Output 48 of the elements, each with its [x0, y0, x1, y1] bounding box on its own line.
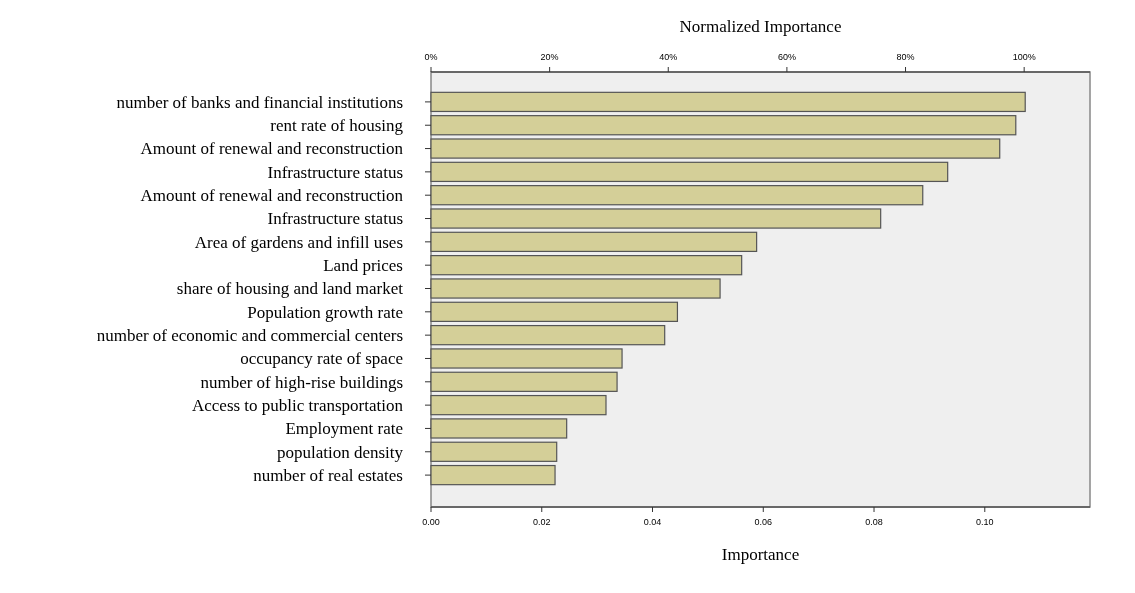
- bar: [430, 115, 1017, 136]
- y-tick-label: number of high-rise buildings: [200, 372, 403, 392]
- x-tick-label: 0.06: [754, 517, 773, 527]
- x2-tick-label: 100%: [1012, 52, 1036, 62]
- bar: [430, 161, 949, 183]
- y-tick-label: number of economic and commercial centers: [96, 326, 403, 346]
- bar: [430, 185, 924, 206]
- bar: [430, 371, 618, 392]
- y-tick-label: share of housing and land market: [176, 279, 404, 299]
- bar: [430, 208, 882, 229]
- bar: [430, 324, 666, 346]
- x-tick-label: 0.08: [865, 517, 883, 527]
- x-tick-label: 0.02: [532, 517, 551, 527]
- bar: [430, 255, 743, 276]
- y-tick-label: Infrastructure status: [267, 162, 403, 182]
- x-tick-label: 0.04: [643, 517, 662, 527]
- bar: [430, 301, 679, 322]
- x-axis-title: Importance: [721, 545, 800, 564]
- x2-tick-label: 80%: [896, 52, 915, 62]
- y-tick-label: Infrastructure status: [267, 209, 403, 229]
- bar: [430, 441, 558, 462]
- x2-tick-label: 60%: [777, 52, 796, 62]
- y-tick-label: occupancy rate of space: [240, 349, 403, 369]
- bar: [430, 138, 1001, 159]
- y-tick-label: number of banks and financial institutions: [116, 92, 403, 112]
- bar: [430, 418, 568, 439]
- y-tick-label: rent rate of housing: [270, 116, 404, 136]
- x2-tick-label: 40%: [659, 52, 678, 62]
- y-tick-label: Access to public transportation: [191, 396, 404, 416]
- x2-axis-title: Normalized Importance: [679, 17, 842, 36]
- x-tick-label: 0.10: [976, 517, 994, 527]
- y-tick-label: population density: [276, 442, 404, 462]
- bar: [430, 231, 758, 253]
- x-tick-label: 0.00: [422, 517, 440, 527]
- y-tick-label: Population growth rate: [247, 302, 403, 322]
- y-tick-label: Land prices: [323, 256, 403, 276]
- bar: [430, 464, 556, 486]
- bar: [430, 91, 1026, 113]
- y-tick-label: Amount of renewal and reconstruction: [140, 139, 404, 159]
- y-tick-label: number of real estates: [253, 466, 403, 486]
- x2-tick-label: 20%: [540, 52, 559, 62]
- y-tick-label: Employment rate: [285, 419, 403, 439]
- bar: [430, 394, 607, 416]
- y-tick-label: Area of gardens and infill uses: [194, 232, 403, 252]
- bar: [430, 348, 623, 369]
- bar: [430, 278, 721, 299]
- y-tick-label: Amount of renewal and reconstruction: [140, 186, 404, 206]
- x2-tick-label: 0%: [424, 52, 438, 62]
